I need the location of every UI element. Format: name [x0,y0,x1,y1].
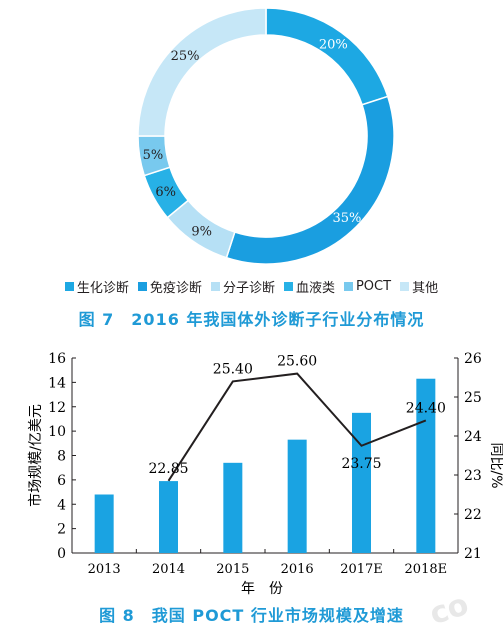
legend-swatch-4 [343,282,353,291]
bar-2013 [94,494,114,553]
donut-slice-label-3: 6% [155,185,176,200]
legend-swatch-3 [283,282,293,291]
donut-slice-label-5: 25% [171,49,200,64]
figure-7-caption: 图 7 2016 年我国体外诊断子行业分布情况 [78,310,425,329]
right-tick-label-3: 24 [464,429,482,445]
right-tick-label-5: 26 [464,351,482,367]
left-tick-label-8: 16 [48,351,66,367]
left-tick-label-0: 0 [57,546,66,562]
bar-2016 [287,439,307,553]
legend-label-5: 其他 [412,281,439,296]
left-tick-label-3: 6 [57,473,66,489]
line-label-1: 22.85 [148,461,188,477]
legend-swatch-2 [210,282,220,291]
x-tick-label-1: 2014 [152,562,185,577]
donut-slice-1 [225,95,395,265]
legend-label-4: POCT [355,279,392,294]
x-tick-label-3: 2016 [281,562,314,577]
x-tick-label-2: 2015 [216,562,249,577]
x-axis-label: 年 份 [241,581,283,597]
right-tick-label-2: 23 [464,468,482,484]
line-label-4: 23.75 [341,456,381,472]
bar-line-chart-figure: 0 2 4 6 8 10 12 14 16 21 22 23 24 25 26 2013 2014 2015 201… [0,340,503,629]
legend-label-2: 分子诊断 [222,281,275,296]
legend-label-0: 生化诊断 [76,281,129,296]
line-label-3: 25.60 [277,354,317,370]
x-tick-label-4: 2017E [340,562,383,577]
x-tick-label-5: 2018E [405,562,448,577]
legend-item-2: 分子诊断 [210,277,275,296]
legend-swatch-5 [400,282,410,291]
line-label-5: 24.40 [406,400,446,416]
legend-swatch-1 [137,282,147,291]
left-tick-label-2: 4 [57,497,66,513]
donut-slice-label-2: 9% [191,225,212,240]
y2-axis-label: 同比/% [488,442,503,488]
legend-swatch-0 [64,282,74,291]
donut-chart-figure: 20% 35% 9% 6% 5% 25% 生化诊断 免疫诊断 分子诊断 血液类 POCT 其他 图 … [0,7,503,329]
donut-slice-label-1: 35% [333,211,362,226]
left-tick-label-4: 8 [57,449,66,465]
growth-line [167,372,427,482]
legend-item-5: 其他 [400,277,438,296]
donut-slice-0 [265,7,389,106]
donut-chart: 20% 35% 9% 6% 5% 25% [137,7,395,265]
legend-item-3: 血液类 [283,277,335,296]
legend-item-0: 生化诊断 [64,277,129,296]
left-tick-label-5: 10 [48,424,66,440]
right-tick-label-4: 25 [464,390,482,406]
donut-slice-label-0: 20% [319,37,348,52]
legend-item-1: 免疫诊断 [137,277,202,296]
line-label-2: 25.40 [213,361,253,377]
chart-legend: 生化诊断 免疫诊断 分子诊断 血液类 POCT 其他 [0,277,503,296]
legend-label-1: 免疫诊断 [149,281,202,296]
right-tick-label-1: 22 [464,507,482,523]
bar-2015 [223,462,243,553]
right-tick-label-0: 21 [464,546,482,562]
bar-2014 [159,481,178,553]
figure-8-caption: 图 8 我国 POCT 行业市场规模及增速 [99,606,404,625]
donut-slice-label-4: 5% [143,148,164,163]
left-tick-label-6: 12 [48,400,66,416]
left-tick-label-1: 2 [57,522,66,538]
bar-2017E [352,412,371,553]
legend-item-4: POCT [343,277,392,296]
donut-slice-5 [137,7,267,137]
left-tick-label-7: 14 [48,375,66,391]
y-axis-label: 市场规模/亿美元 [27,404,44,507]
legend-label-3: 血液类 [295,281,335,296]
x-tick-label-0: 2013 [88,562,121,577]
